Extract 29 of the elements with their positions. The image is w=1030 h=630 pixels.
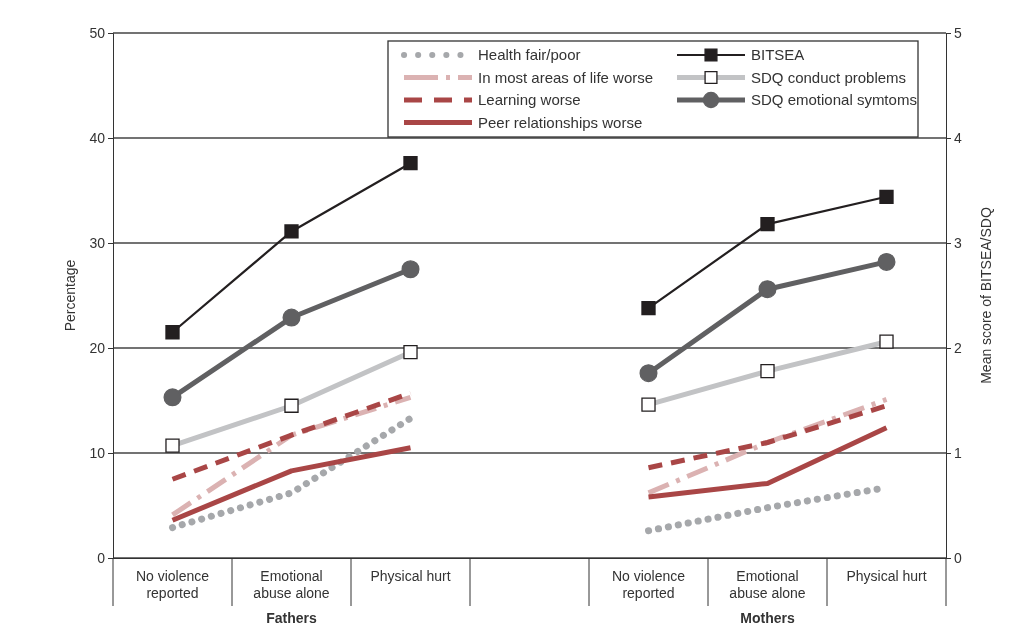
text: Fathers — [266, 610, 317, 626]
y2-tick-label: 5 — [954, 24, 962, 41]
x-tick-label: Emotional abuse alone — [729, 568, 806, 601]
y-tick-label: 50 — [89, 24, 106, 41]
y2-tick-label: 4 — [954, 129, 962, 146]
legend-label: SDQ conduct problems — [751, 68, 907, 86]
y-tick-label: 0 — [97, 549, 106, 566]
y-axis-title: Percentage — [62, 259, 78, 332]
y-tick-label: 10 — [89, 444, 106, 461]
legend-label: SDQ emotional symtoms — [751, 91, 917, 108]
legend-label: BITSEA — [751, 46, 805, 63]
legend-label: Health fair/poor — [478, 46, 581, 63]
x-tick-label: Physical hurt — [846, 568, 927, 584]
x-tick-label: No violence reported — [135, 568, 210, 601]
x-tick-label: Emotional abuse alone — [253, 568, 330, 601]
x-tick-label: No violence reported — [611, 568, 686, 601]
y-tick-label: 20 — [89, 339, 106, 356]
y-tick-label: 30 — [89, 234, 106, 251]
y2-tick-label: 2 — [954, 339, 962, 356]
y2-tick-label: 3 — [954, 234, 962, 251]
y-tick-label: 40 — [89, 129, 106, 146]
y2-tick-label: 1 — [954, 444, 962, 461]
y2-axis-title: Mean score of BITSEA/SDQ — [978, 207, 994, 384]
y2-tick-label: 0 — [954, 549, 962, 566]
legend-label: Learning worse — [478, 91, 581, 108]
x-tick-label: Physical hurt — [370, 568, 451, 584]
legend-label: In most areas of life worse — [478, 68, 654, 86]
text: Mothers — [740, 610, 795, 626]
legend-label: Peer relationships worse — [478, 113, 643, 131]
